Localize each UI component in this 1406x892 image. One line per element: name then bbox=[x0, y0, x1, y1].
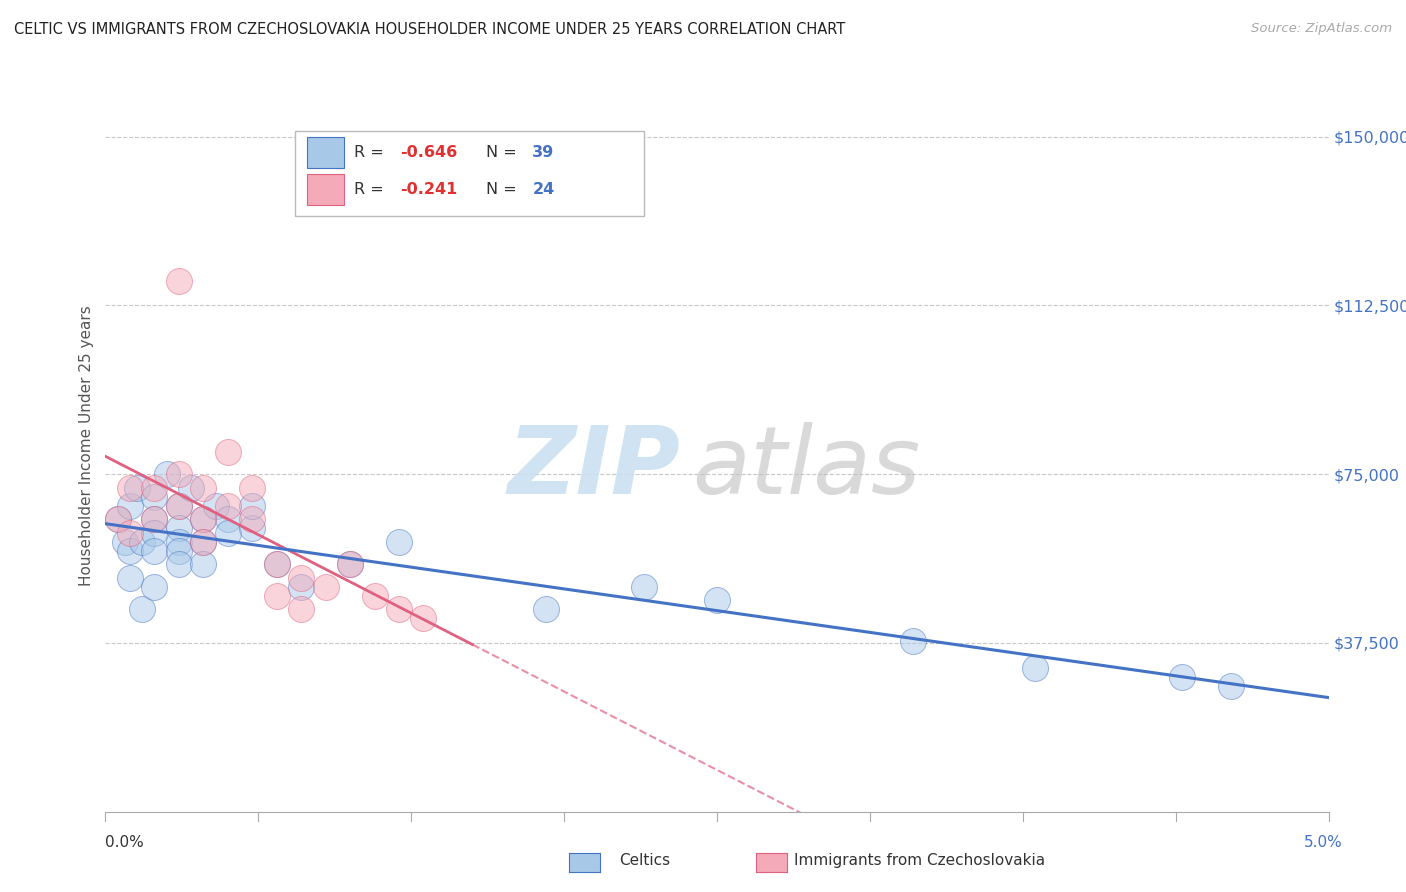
Text: Immigrants from Czechoslovakia: Immigrants from Czechoslovakia bbox=[794, 854, 1046, 868]
Text: -0.241: -0.241 bbox=[401, 182, 457, 197]
Point bbox=[534, 602, 557, 616]
Point bbox=[118, 571, 141, 585]
Text: atlas: atlas bbox=[693, 423, 921, 514]
Point bbox=[363, 589, 385, 603]
Point bbox=[167, 499, 190, 513]
Point bbox=[143, 512, 166, 526]
Point bbox=[193, 481, 215, 495]
Point bbox=[240, 521, 263, 535]
Text: -0.646: -0.646 bbox=[401, 145, 457, 161]
Point bbox=[143, 543, 166, 558]
Text: N =: N = bbox=[486, 145, 522, 161]
Point bbox=[266, 589, 288, 603]
Text: CELTIC VS IMMIGRANTS FROM CZECHOSLOVAKIA HOUSEHOLDER INCOME UNDER 25 YEARS CORRE: CELTIC VS IMMIGRANTS FROM CZECHOSLOVAKIA… bbox=[14, 22, 845, 37]
Point bbox=[143, 512, 166, 526]
Text: ZIP: ZIP bbox=[508, 422, 681, 514]
Point bbox=[240, 481, 263, 495]
Point bbox=[167, 521, 190, 535]
Point bbox=[167, 543, 190, 558]
Point bbox=[1219, 679, 1241, 693]
Point bbox=[217, 499, 239, 513]
Point bbox=[167, 499, 190, 513]
Point bbox=[118, 525, 141, 540]
FancyBboxPatch shape bbox=[295, 131, 644, 216]
Point bbox=[339, 557, 361, 571]
Point bbox=[180, 481, 202, 495]
Point bbox=[315, 580, 337, 594]
Point bbox=[193, 512, 215, 526]
Point bbox=[155, 467, 177, 482]
Point bbox=[901, 633, 924, 648]
Point bbox=[167, 557, 190, 571]
Point bbox=[118, 499, 141, 513]
Point bbox=[706, 593, 728, 607]
Point bbox=[131, 534, 153, 549]
Point bbox=[240, 499, 263, 513]
Bar bbox=[308, 137, 344, 168]
Point bbox=[167, 467, 190, 482]
Point bbox=[143, 490, 166, 504]
Point bbox=[193, 534, 215, 549]
Text: 5.0%: 5.0% bbox=[1303, 836, 1343, 850]
Point bbox=[107, 512, 129, 526]
Point bbox=[204, 499, 226, 513]
Point bbox=[114, 534, 136, 549]
Point bbox=[217, 444, 239, 458]
Point bbox=[143, 525, 166, 540]
Point bbox=[290, 602, 312, 616]
Point bbox=[118, 543, 141, 558]
Point bbox=[266, 557, 288, 571]
Point bbox=[107, 512, 129, 526]
Point bbox=[143, 481, 166, 495]
Point bbox=[339, 557, 361, 571]
Point bbox=[1171, 670, 1194, 684]
Point bbox=[217, 512, 239, 526]
Point bbox=[167, 274, 190, 288]
Point bbox=[127, 481, 149, 495]
Point bbox=[143, 580, 166, 594]
Point bbox=[118, 481, 141, 495]
Point bbox=[193, 557, 215, 571]
Text: 39: 39 bbox=[533, 145, 554, 161]
Point bbox=[388, 602, 411, 616]
Point bbox=[193, 534, 215, 549]
Point bbox=[131, 602, 153, 616]
Point bbox=[1024, 661, 1046, 675]
Y-axis label: Householder Income Under 25 years: Householder Income Under 25 years bbox=[79, 306, 94, 586]
Point bbox=[388, 534, 411, 549]
Point bbox=[290, 580, 312, 594]
Point bbox=[412, 611, 434, 625]
Text: N =: N = bbox=[486, 182, 522, 197]
Point bbox=[266, 557, 288, 571]
Text: R =: R = bbox=[354, 145, 388, 161]
Point bbox=[633, 580, 655, 594]
Text: Source: ZipAtlas.com: Source: ZipAtlas.com bbox=[1251, 22, 1392, 36]
Text: Celtics: Celtics bbox=[619, 854, 669, 868]
Text: 0.0%: 0.0% bbox=[105, 836, 145, 850]
Point bbox=[290, 571, 312, 585]
Bar bbox=[308, 174, 344, 204]
Point bbox=[167, 534, 190, 549]
Text: 24: 24 bbox=[533, 182, 554, 197]
Text: R =: R = bbox=[354, 182, 388, 197]
Point bbox=[240, 512, 263, 526]
Point bbox=[217, 525, 239, 540]
Point bbox=[193, 512, 215, 526]
